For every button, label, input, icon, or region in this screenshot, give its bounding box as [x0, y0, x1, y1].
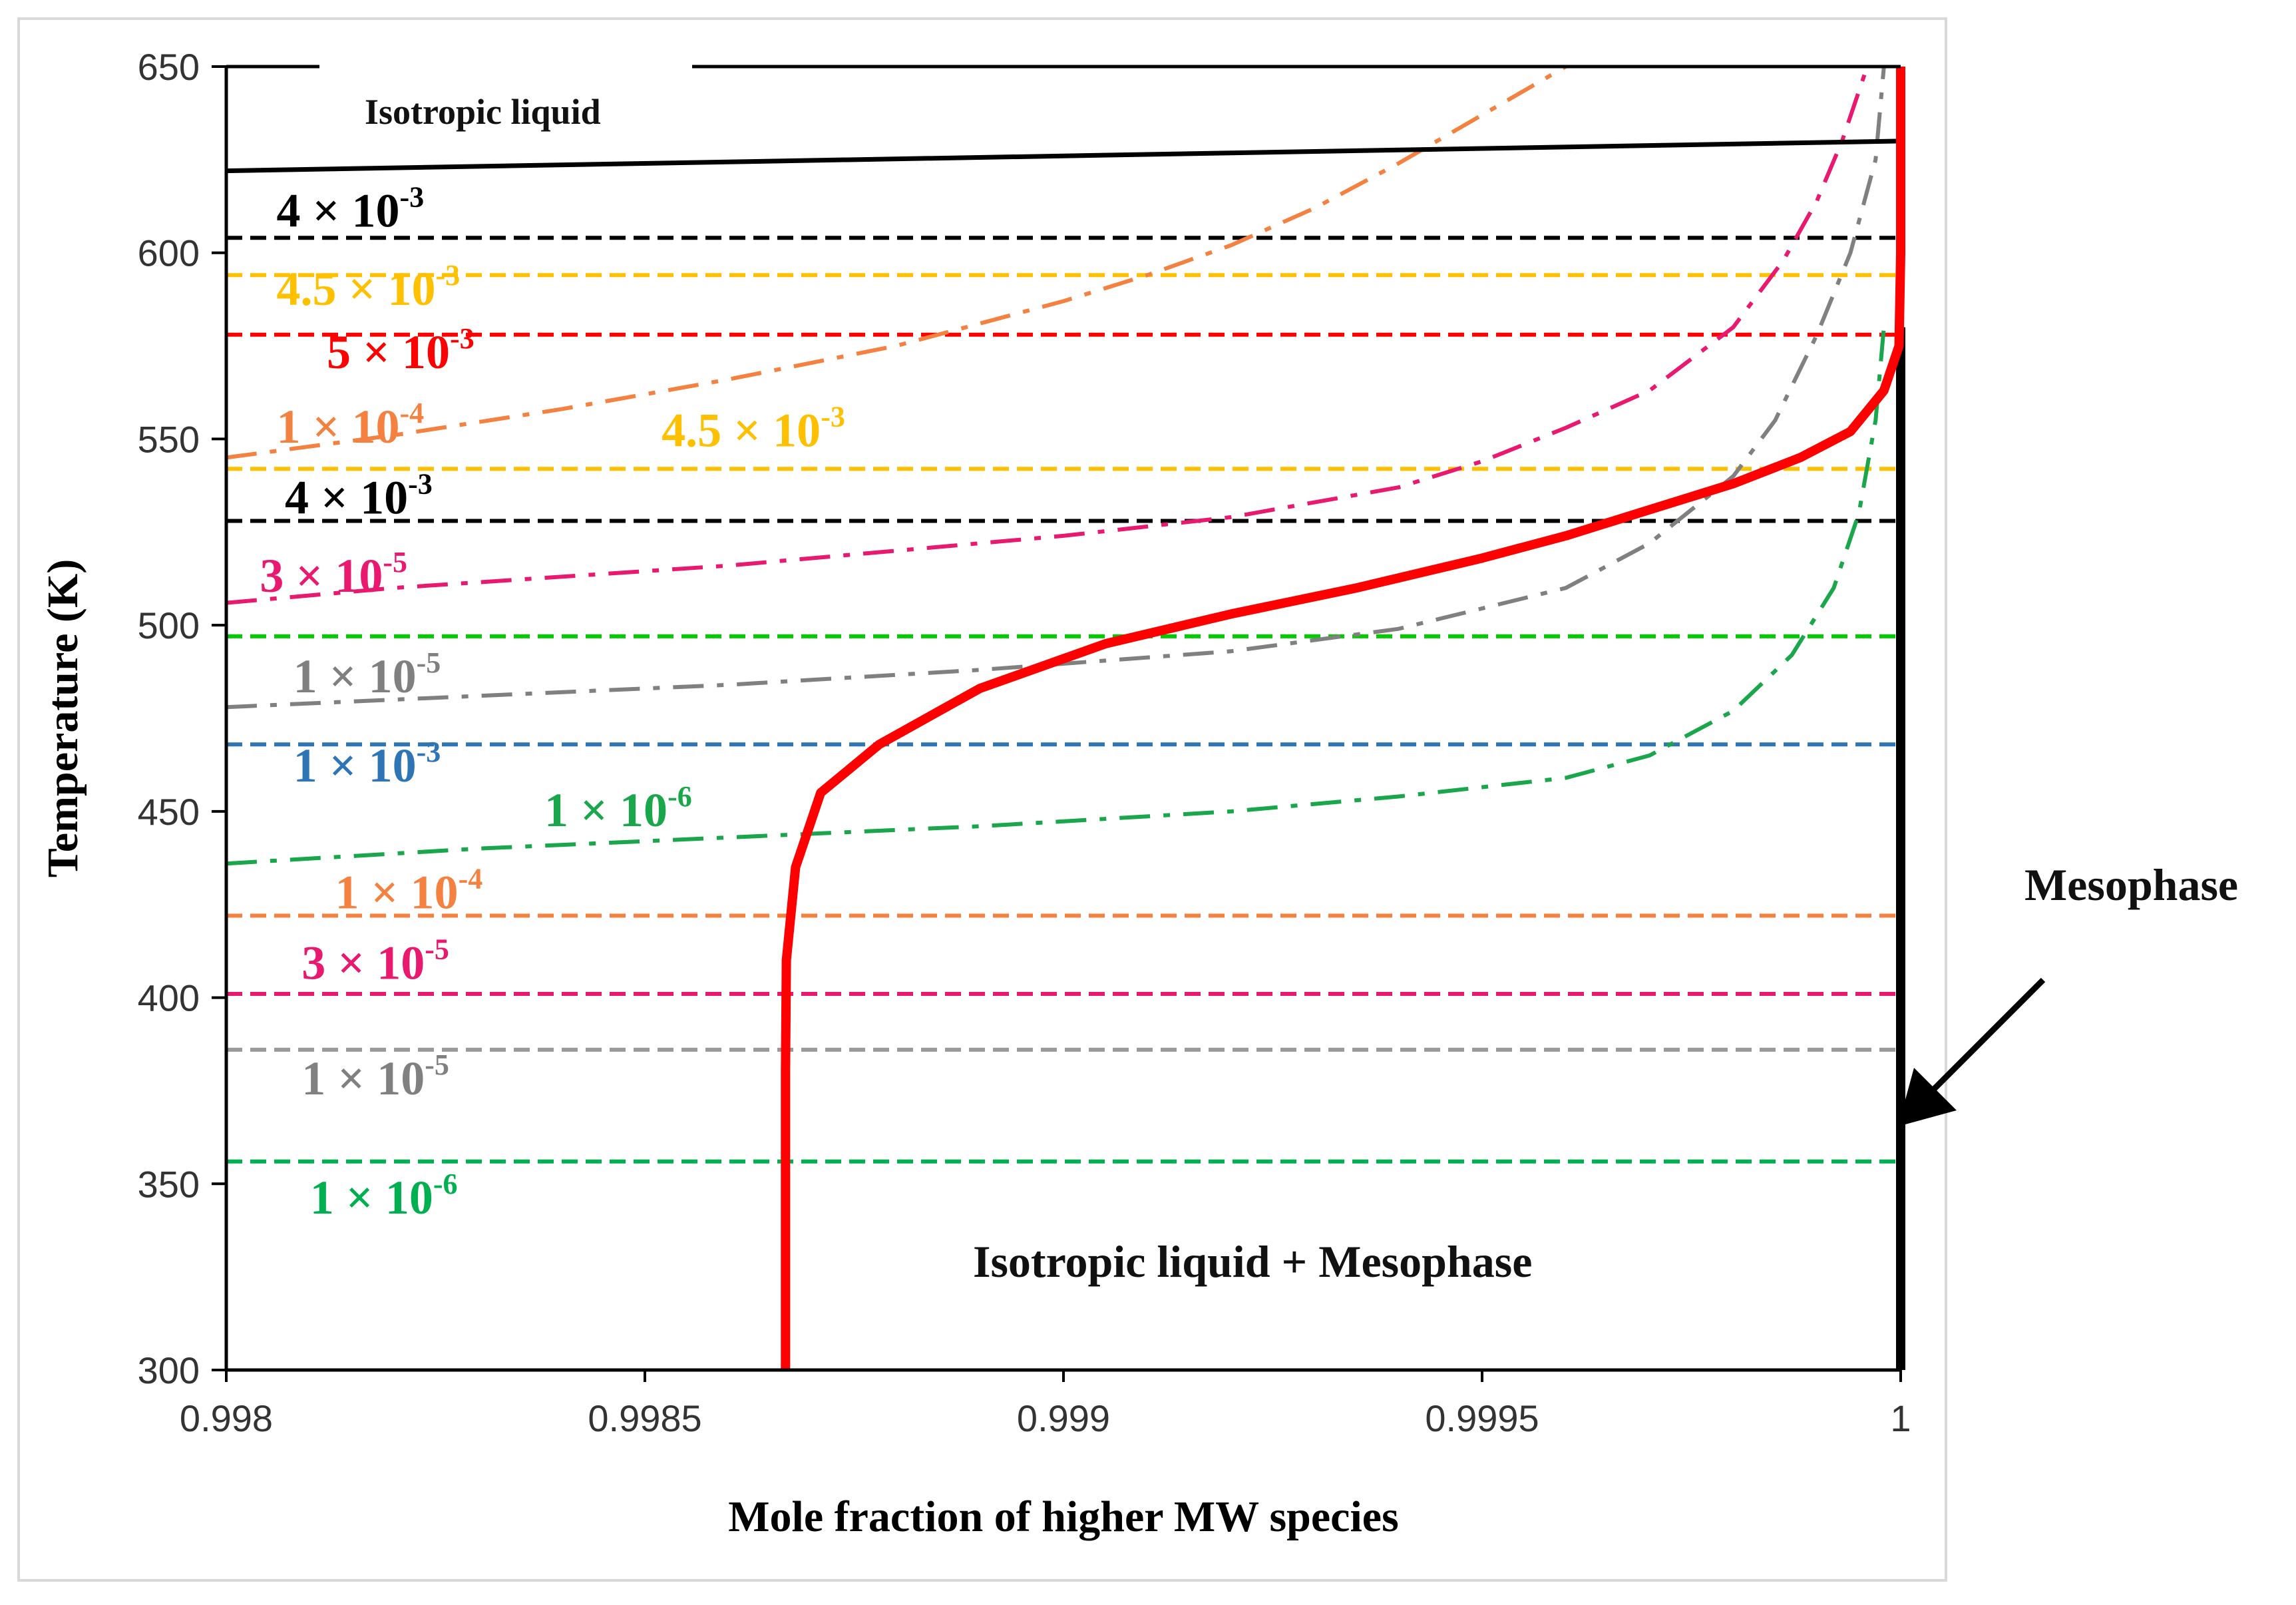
y-tick-label: 350 — [138, 1163, 200, 1205]
label-ann-1e-3: 1 × 10-3 — [293, 736, 441, 792]
label-ann-4-5e-3-lower: 4.5 × 10-3 — [662, 401, 845, 457]
axes-layer — [224, 65, 1901, 1372]
isotropic-liquid-label-bg — [321, 61, 691, 72]
label-ann-4e-3-upper: 4 × 10-3 — [276, 181, 424, 238]
x-tick-label: 0.999 — [1017, 1397, 1110, 1439]
isotropic-liquid-label: Isotropic liquid — [365, 92, 601, 132]
series-1-10-4-dash-dot — [226, 65, 1567, 460]
label-ann-1e-6-dashed: 1 × 10-6 — [310, 1168, 458, 1224]
mesophase-arrow-head — [1898, 1068, 1957, 1126]
chart-frame — [17, 17, 1947, 1582]
y-tick-label: 550 — [138, 418, 200, 460]
label-ann-4e-3-lower: 4 × 10-3 — [285, 467, 433, 524]
y-ticks: 300 350 400 450 500 550 600 650 — [138, 46, 226, 1391]
label-ann-5e-3: 5 × 10-3 — [327, 322, 475, 379]
label-ann-1e-4-dashdot: 1 × 10-4 — [276, 397, 424, 453]
y-tick-label: 300 — [138, 1349, 200, 1391]
x-tick-label: 1 — [1890, 1397, 1911, 1439]
label-ann-1e-5-dashed: 1 × 10-5 — [301, 1048, 449, 1105]
x-tick-label: 0.9985 — [588, 1397, 701, 1439]
mesophase-arrow — [1927, 977, 2046, 1096]
x-tick-label: 0.9995 — [1425, 1397, 1539, 1439]
series-1-10-5-dash-dot — [226, 66, 1886, 710]
label-ann-3e-5-dashdot: 3 × 10-5 — [260, 546, 407, 602]
y-tick-label: 500 — [138, 604, 200, 646]
x-tick-label: 0.998 — [180, 1397, 273, 1439]
y-tick-label: 400 — [138, 977, 200, 1019]
label-ann-1e-6-dashdot: 1 × 10-6 — [544, 780, 692, 837]
label-ann-4-5e-3-upper: 4.5 × 10-3 — [276, 259, 460, 316]
y-tick-label: 450 — [138, 791, 200, 833]
y-tick-label: 650 — [138, 46, 200, 88]
label-ann-1e-4-dashed: 1 × 10-4 — [335, 862, 483, 919]
x-axis-title: Mole fraction of higher MW species — [728, 1492, 1399, 1541]
series-isotropic-liquid-boundary — [226, 138, 1901, 174]
label-ann-3e-5-dashed: 3 × 10-5 — [301, 933, 449, 990]
series-phase-boundary-red — [781, 67, 1905, 1370]
mesophase-label: Mesophase — [2024, 859, 2238, 910]
series-1-10-6-dash-dot — [226, 327, 1886, 866]
x-ticks: 0.998 0.9985 0.999 0.9995 1 — [180, 1370, 1911, 1439]
y-axis-title: Temperature (K) — [39, 559, 87, 877]
y-tick-label: 600 — [138, 232, 200, 274]
isotropic-liquid-mesophase-label: Isotropic liquid + Mesophase — [973, 1236, 1532, 1287]
series-3-10-5-dash-dot — [226, 66, 1869, 605]
annotation-labels: 4 × 10-3 4.5 × 10-3 5 × 10-3 1 × 10-4 4.5 × … — [260, 181, 845, 1224]
label-ann-1e-5-dashdot: 1 × 10-5 — [293, 646, 441, 703]
series-layer — [226, 65, 1905, 1370]
